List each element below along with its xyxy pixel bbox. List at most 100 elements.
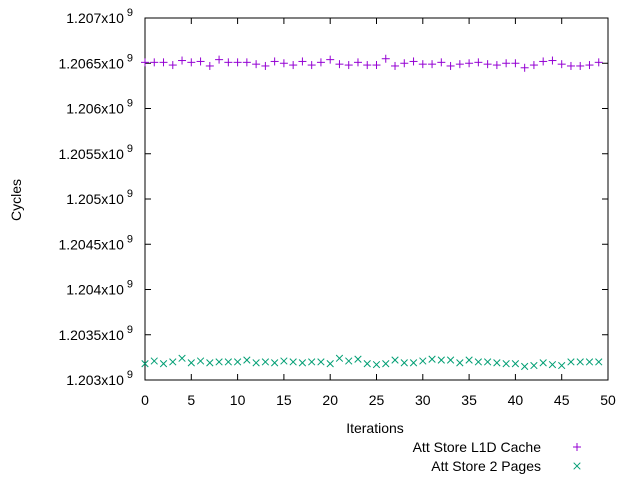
data-point: [178, 354, 186, 362]
data-point: [141, 360, 149, 368]
data-point: [326, 360, 334, 368]
y-tick-exponent: 9: [127, 233, 133, 245]
y-tick-exponent: 9: [127, 52, 133, 64]
x-tick-label: 50: [600, 392, 616, 408]
data-point: [372, 360, 381, 369]
data-point: [502, 360, 510, 368]
data-point: [558, 361, 566, 370]
data-point: [382, 360, 390, 368]
data-point: [215, 55, 224, 64]
data-point: [419, 357, 427, 365]
data-point: [270, 359, 279, 367]
y-tick-label: 1.2035x10 9: [58, 324, 133, 343]
series-2: [141, 354, 603, 371]
data-point: [307, 61, 316, 70]
legend-marker: [573, 462, 581, 470]
legend-label: Att Store 2 Pages: [431, 458, 541, 474]
data-point: [437, 58, 446, 67]
data-point: [474, 58, 483, 67]
y-tick-mantissa: 1.207x10: [66, 10, 124, 26]
data-point: [363, 360, 371, 368]
data-point: [159, 58, 168, 67]
data-point: [456, 359, 464, 367]
data-point: [428, 60, 437, 69]
y-axis-label: Cycles: [8, 179, 24, 221]
data-point: [437, 356, 445, 364]
x-tick-label: 30: [415, 392, 431, 408]
data-point: [354, 355, 362, 363]
data-point: [548, 56, 557, 65]
data-point: [391, 356, 399, 364]
data-point: [298, 57, 307, 66]
data-point: [539, 57, 548, 66]
data-point: [169, 358, 177, 366]
data-point: [418, 60, 427, 69]
y-tick-exponent: 9: [127, 188, 133, 200]
legend-label: Att Store L1D Cache: [413, 439, 542, 455]
data-point: [409, 57, 418, 66]
data-point: [141, 58, 149, 67]
data-point: [243, 356, 251, 364]
data-point: [493, 359, 501, 367]
y-tick-exponent: 9: [127, 369, 133, 381]
data-point: [233, 58, 242, 67]
x-tick-label: 15: [276, 392, 292, 408]
y-tick-label: 1.206x10 9: [66, 98, 133, 117]
x-tick-label: 0: [141, 392, 149, 408]
data-point: [316, 58, 325, 67]
data-point: [381, 54, 390, 63]
y-tick-exponent: 9: [127, 324, 133, 336]
data-point: [215, 358, 223, 366]
data-point: [252, 359, 260, 367]
data-point: [446, 61, 455, 70]
data-point: [168, 61, 177, 70]
data-point: [391, 61, 400, 70]
data-point: [242, 58, 251, 67]
data-point: [400, 359, 408, 367]
y-tick-label: 1.2045x10 9: [58, 233, 133, 252]
data-point: [409, 359, 418, 367]
data-point: [224, 58, 233, 67]
data-point: [326, 55, 335, 64]
y-tick-label: 1.2055x10 9: [58, 143, 133, 162]
data-point: [280, 357, 288, 365]
data-point: [474, 358, 483, 366]
data-point: [502, 59, 511, 68]
data-point: [521, 362, 529, 371]
data-point: [585, 61, 594, 70]
data-point: [206, 359, 214, 367]
y-tick-exponent: 9: [127, 7, 133, 19]
data-point: [363, 61, 372, 70]
data-point: [317, 358, 325, 366]
data-point: [196, 57, 205, 66]
data-point: [594, 58, 603, 67]
data-point: [455, 60, 464, 69]
data-series: [141, 54, 603, 371]
y-tick-label: 1.205x10 9: [66, 188, 133, 207]
x-tick-label: 10: [230, 392, 246, 408]
data-point: [557, 60, 566, 69]
x-axis-label: Iterations: [346, 420, 404, 436]
data-point: [511, 59, 520, 68]
y-tick-mantissa: 1.2055x10: [58, 146, 124, 162]
data-point: [576, 61, 585, 70]
data-point: [530, 361, 538, 370]
y-tick-mantissa: 1.2045x10: [58, 236, 124, 252]
data-point: [344, 61, 353, 70]
data-point: [270, 57, 279, 66]
data-point: [465, 356, 473, 364]
data-point: [298, 359, 307, 367]
data-point: [511, 360, 520, 368]
data-point: [187, 359, 195, 367]
data-point: [335, 354, 344, 362]
y-tick-mantissa: 1.2065x10: [58, 55, 124, 71]
data-point: [261, 61, 270, 70]
y-tick-label: 1.204x10 9: [66, 279, 133, 298]
data-point: [566, 61, 575, 70]
axes: 0 5 10 15 20 25 30 35 40 45 501.203x10 91.2035x10 91…: [58, 7, 616, 408]
data-point: [289, 358, 297, 366]
data-point: [178, 56, 187, 65]
